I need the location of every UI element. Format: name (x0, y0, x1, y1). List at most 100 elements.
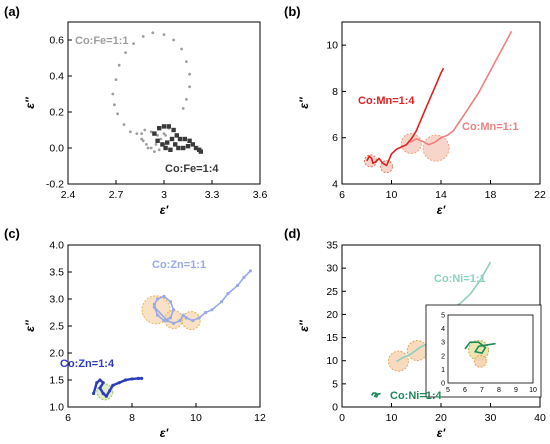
x-tick-label: 2.4 (61, 189, 76, 201)
data-point (140, 137, 144, 141)
y-tick-label: 10 (326, 40, 338, 52)
data-point (210, 308, 214, 312)
data-point (242, 275, 246, 279)
y-axis-label-a: ε'' (23, 96, 37, 109)
data-point (226, 292, 230, 296)
data-point (181, 107, 185, 110)
y-tick-label: 5 (332, 378, 338, 390)
data-point (98, 386, 102, 390)
series-line (409, 30, 513, 146)
data-point (152, 305, 156, 309)
x-tick-label: 22 (534, 189, 546, 201)
highlight-circle (473, 354, 487, 368)
marks-b (366, 30, 513, 167)
x-tick-label: 8 (129, 412, 135, 424)
data-point (177, 136, 183, 142)
data-point (149, 130, 153, 134)
data-point (157, 126, 162, 131)
data-point (162, 33, 166, 36)
data-point (169, 136, 175, 142)
inset-y-tick-label: 0 (441, 381, 445, 388)
y-tick-label: 0.2 (49, 107, 64, 119)
data-point (132, 42, 136, 45)
data-point (116, 112, 119, 116)
x-tick-label: 10 (386, 412, 398, 424)
y-tick-label: 0.6 (49, 35, 64, 47)
x-tick-label: 6 (339, 189, 345, 201)
y-tick-label: 10 (326, 355, 338, 367)
data-point (248, 269, 252, 273)
data-point (176, 145, 181, 151)
y-tick-label: 4 (332, 179, 338, 191)
data-point (220, 300, 224, 304)
data-point (156, 297, 160, 301)
data-point (141, 139, 145, 143)
data-point (188, 72, 192, 76)
x-tick-label: 6 (65, 412, 71, 424)
data-point (197, 316, 201, 320)
data-point (95, 381, 99, 385)
data-point (182, 136, 187, 142)
y-tick-label: 3.5 (49, 267, 64, 279)
data-point (117, 381, 121, 385)
inset-x-tick-label: 10 (529, 387, 537, 394)
inset-y-tick-label: 3 (441, 340, 445, 347)
y-tick-label: -0.2 (46, 179, 64, 191)
data-point (185, 98, 188, 101)
y-tick-label: 1.5 (49, 375, 64, 387)
data-point (113, 103, 116, 107)
data-point (157, 148, 161, 152)
data-point (166, 124, 171, 129)
y-tick-label: 4.0 (49, 240, 64, 252)
data-point (181, 145, 186, 151)
x-axis-label-d: ε' (437, 426, 447, 440)
y-tick-label: 35 (326, 240, 338, 252)
data-point (187, 138, 192, 143)
data-point (108, 389, 112, 393)
series-label-co-mn-1-1: Co:Mn=1:1 (462, 121, 519, 133)
data-point (143, 128, 147, 132)
series-label-co-mn-1-4: Co:Mn=1:4 (358, 95, 415, 107)
y-tick-label: 0 (332, 402, 338, 414)
data-point (124, 51, 127, 54)
data-point (111, 92, 115, 96)
panel-label-b: (b) (284, 4, 301, 19)
data-point (156, 313, 160, 317)
data-point (111, 383, 115, 387)
y-tick-label: 15 (326, 332, 338, 344)
data-point (160, 142, 165, 147)
panel-label-c: (c) (4, 226, 20, 241)
y-axis-label-c: ε'' (23, 319, 37, 332)
data-point (185, 60, 188, 63)
inset-frame (447, 314, 534, 384)
x-tick-label: 20 (435, 412, 447, 424)
inset-x-tick-label: 5 (446, 387, 450, 394)
data-point (161, 124, 167, 129)
data-point (193, 145, 199, 151)
highlight-circles-b (363, 133, 450, 174)
data-point (104, 394, 108, 398)
data-point (162, 319, 166, 323)
x-tick-label: 12 (254, 412, 266, 424)
panel-c: (c) 6 8 10 12 1.0 1.5 2.0 2.5 3.0 3.5 4.0 ε' ε'' C… (4, 226, 266, 440)
marks-c (92, 269, 252, 398)
data-point (168, 147, 173, 152)
data-point (140, 376, 144, 380)
y-tick-label: 3.0 (49, 294, 64, 306)
x-tick-label: 0 (339, 412, 345, 424)
data-point (191, 319, 195, 323)
panel-label-d: (d) (284, 226, 301, 241)
series-label-co-zn-1-4: Co:Zn=1:4 (60, 358, 115, 370)
inset-plot-d: 5 6 7 8 9 10 0 1 2 3 4 5 (425, 304, 542, 398)
data-point (190, 142, 195, 147)
series-label-co-zn-1-1: Co:Zn=1:1 (152, 259, 206, 271)
data-point (172, 38, 176, 42)
data-point (159, 137, 163, 141)
data-point (236, 283, 240, 288)
data-point (181, 313, 185, 317)
x-tick-label: 18 (485, 189, 497, 201)
